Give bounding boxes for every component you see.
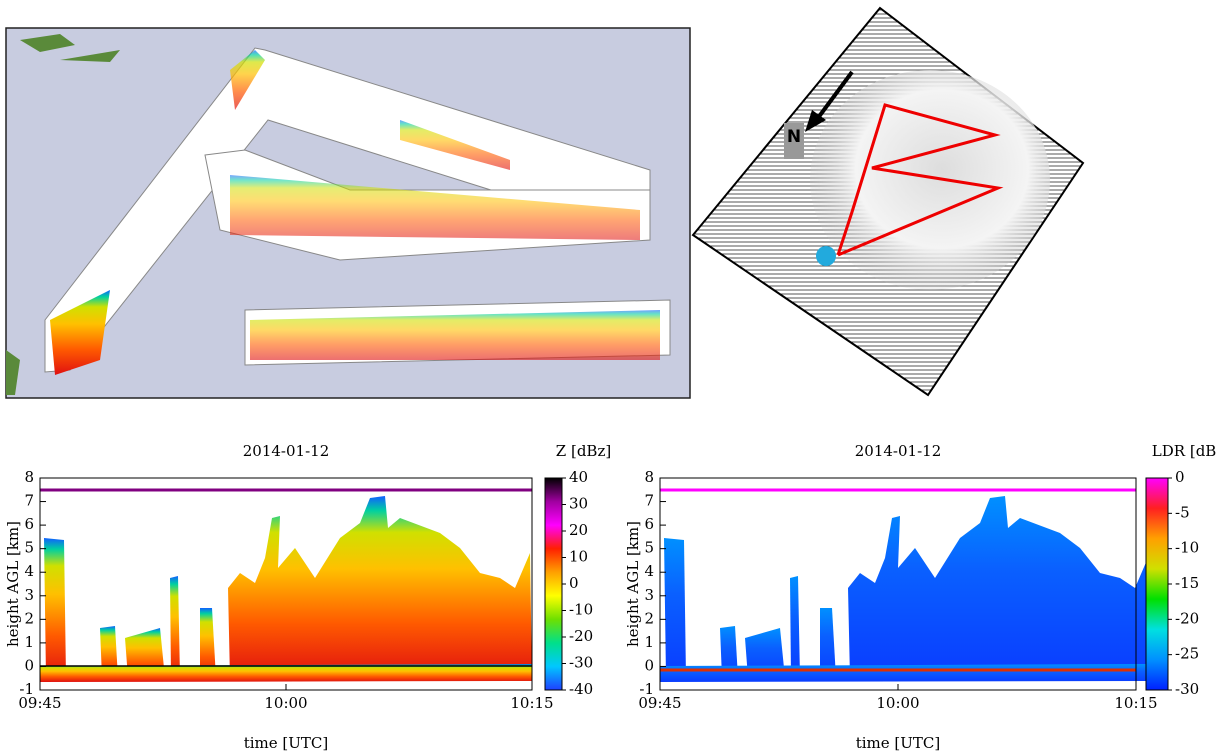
colorbar-tick-label: -5	[1175, 503, 1190, 521]
y-axis-label: height AGL [km]	[624, 521, 642, 647]
y-tick-label: 4	[644, 562, 654, 580]
plot-ldr	[660, 490, 1152, 682]
y-tick-label: 1	[24, 633, 34, 651]
y-tick-label: 8	[24, 468, 34, 486]
colorbar	[545, 478, 562, 690]
y-tick-label: 7	[24, 492, 34, 510]
y-tick-label: 6	[24, 515, 34, 533]
colorbar-tick-label: 0	[569, 574, 579, 592]
colorbar-tick-label: 20	[569, 521, 588, 539]
x-tick-label: 09:45	[638, 694, 681, 712]
y-tick-label: 0	[644, 656, 654, 674]
x-tick-label: 09:45	[18, 694, 61, 712]
colorbar-tick-label: 40	[569, 468, 588, 486]
x-tick-label: 10:15	[510, 694, 553, 712]
y-tick-label: 0	[24, 656, 34, 674]
page: {"map": {"north_label": "N"}, "chart_dat…	[0, 0, 1217, 755]
colorbar-label: Z [dBz]	[556, 442, 611, 460]
colorbar-tick-label: -30	[1175, 680, 1199, 698]
y-tick-label: 7	[644, 492, 654, 510]
north-label: N	[787, 127, 801, 147]
y-tick-label: 3	[24, 586, 34, 604]
y-tick-label: 2	[644, 609, 654, 627]
y-tick-label: 1	[644, 633, 654, 651]
colorbar-tick-label: -40	[569, 680, 593, 698]
colorbar-tick-label: -10	[569, 601, 593, 619]
colorbar-tick-label: -25	[1175, 645, 1199, 663]
y-tick-label: 3	[644, 586, 654, 604]
y-tick-label: 4	[24, 562, 34, 580]
y-tick-label: 2	[24, 609, 34, 627]
figure: N 2014-01-12 time [UTC] height AGL [km] -10…	[0, 0, 1217, 755]
flight-track-map: N	[693, 8, 1083, 395]
y-tick-label: 5	[24, 539, 34, 557]
colorbar-tick-label: -10	[1175, 539, 1199, 557]
y-axis-label: height AGL [km]	[4, 521, 22, 647]
colorbar-tick-label: -30	[569, 654, 593, 672]
x-tick-label: 10:00	[876, 694, 919, 712]
colorbar	[1146, 478, 1168, 690]
chart-title: 2014-01-12	[855, 442, 941, 460]
colorbar-label: LDR [dB]	[1152, 442, 1217, 460]
y-tick-label: 6	[644, 515, 654, 533]
colorbar-tick-label: 0	[1175, 468, 1185, 486]
chart-title: 2014-01-12	[243, 442, 329, 460]
colorbar-tick-label: -20	[1175, 609, 1199, 627]
colorbar-tick-label: -15	[1175, 574, 1199, 592]
colorbar-tick-label: 10	[569, 548, 588, 566]
flight-3d-view	[6, 28, 690, 398]
y-tick-label: 8	[644, 468, 654, 486]
plot-reflectivity	[40, 490, 532, 682]
colorbar-tick-label: -20	[569, 627, 593, 645]
x-tick-label: 10:15	[1114, 694, 1157, 712]
x-axis-label: time [UTC]	[244, 734, 329, 752]
y-tick-label: 5	[644, 539, 654, 557]
colorbar-tick-label: 30	[569, 495, 588, 513]
x-axis-label: time [UTC]	[856, 734, 941, 752]
x-tick-label: 10:00	[264, 694, 307, 712]
